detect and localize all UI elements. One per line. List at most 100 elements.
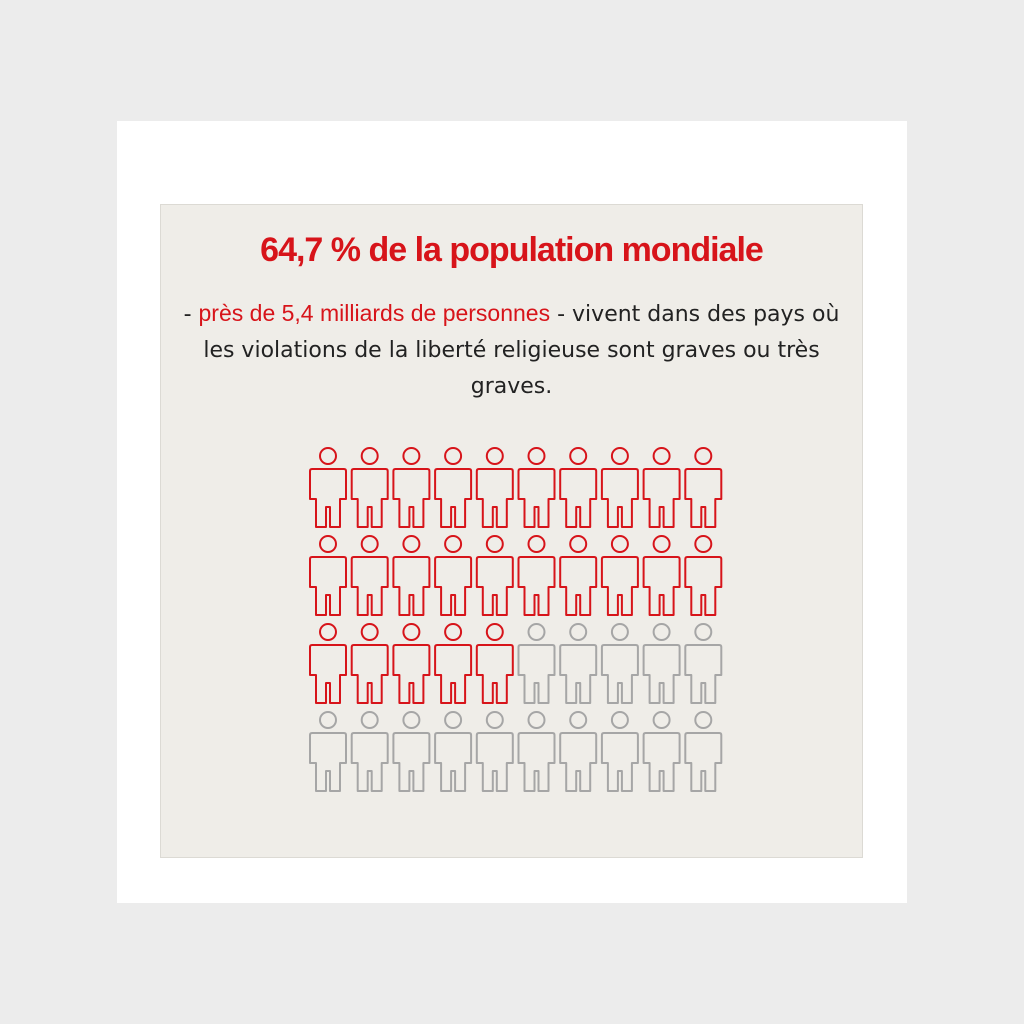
person-icon <box>600 623 639 704</box>
torso <box>350 468 389 528</box>
person-icon <box>475 711 514 792</box>
torso <box>434 732 473 792</box>
torso <box>309 468 347 528</box>
torso <box>559 556 598 616</box>
torso <box>559 468 598 528</box>
person-icon <box>642 535 681 616</box>
torso <box>642 732 681 792</box>
head <box>652 623 671 641</box>
person-icon <box>434 711 473 792</box>
torso <box>309 732 347 792</box>
torso <box>475 644 514 704</box>
card: 64,7 % de la population mondiale - près … <box>117 121 907 903</box>
person-icon <box>517 711 556 792</box>
person-icon <box>475 447 514 528</box>
person-icon <box>642 447 681 528</box>
torso <box>350 732 389 792</box>
head <box>402 535 421 553</box>
person-icon <box>517 623 556 704</box>
panel: 64,7 % de la population mondiale - près … <box>160 204 863 858</box>
torso <box>600 732 639 792</box>
torso <box>475 468 514 528</box>
head <box>527 447 546 465</box>
head <box>402 623 421 641</box>
torso <box>392 556 431 616</box>
head <box>652 447 671 465</box>
person-icon <box>392 711 431 792</box>
person-icon <box>350 711 389 792</box>
head <box>485 623 504 641</box>
person-icon <box>600 711 639 792</box>
highlight: près de 5,4 milliards de personnes <box>198 300 551 326</box>
person-icon <box>350 447 389 528</box>
torso <box>309 644 347 704</box>
person-icon <box>350 535 389 616</box>
torso <box>517 556 556 616</box>
head <box>610 623 629 641</box>
person-icon <box>392 623 431 704</box>
head <box>527 623 546 641</box>
text: - vivent dans des pays où les violations… <box>203 302 840 399</box>
torso <box>392 644 431 704</box>
torso <box>392 468 431 528</box>
person-icon <box>642 711 681 792</box>
head <box>694 447 713 465</box>
person-icon <box>517 535 556 616</box>
head <box>444 535 463 553</box>
person-icon <box>600 535 639 616</box>
head <box>652 535 671 553</box>
torso <box>600 468 639 528</box>
head <box>610 447 629 465</box>
head <box>360 711 379 729</box>
torso <box>684 644 723 704</box>
torso <box>309 556 347 616</box>
head <box>360 535 379 553</box>
torso <box>600 556 639 616</box>
torso <box>434 556 473 616</box>
torso <box>517 644 556 704</box>
head <box>360 623 379 641</box>
torso <box>559 644 598 704</box>
person-icon <box>350 623 389 704</box>
torso <box>517 732 556 792</box>
head <box>569 623 588 641</box>
person-icon <box>434 623 473 704</box>
torso <box>434 468 473 528</box>
head <box>485 711 504 729</box>
head <box>694 711 713 729</box>
person-icon <box>434 535 473 616</box>
person-icon <box>600 447 639 528</box>
head <box>485 447 504 465</box>
torso <box>392 732 431 792</box>
person-icon <box>684 623 723 704</box>
torso <box>642 644 681 704</box>
head <box>360 447 379 465</box>
head <box>319 711 337 729</box>
person-icon <box>642 623 681 704</box>
torso <box>559 732 598 792</box>
person-icon <box>309 623 347 704</box>
dash: - <box>183 302 192 327</box>
torso <box>350 556 389 616</box>
head <box>319 535 337 553</box>
person-icon <box>559 711 598 792</box>
head <box>610 711 629 729</box>
person-icon <box>684 711 723 792</box>
head <box>402 447 421 465</box>
head <box>485 535 504 553</box>
person-icon <box>392 447 431 528</box>
person-icon <box>475 623 514 704</box>
head <box>694 623 713 641</box>
head <box>444 623 463 641</box>
head <box>569 447 588 465</box>
head <box>569 535 588 553</box>
head <box>569 711 588 729</box>
head <box>319 623 337 641</box>
head <box>319 447 337 465</box>
torso <box>475 556 514 616</box>
person-icon <box>434 447 473 528</box>
head <box>444 711 463 729</box>
person-icon <box>684 535 723 616</box>
head <box>652 711 671 729</box>
